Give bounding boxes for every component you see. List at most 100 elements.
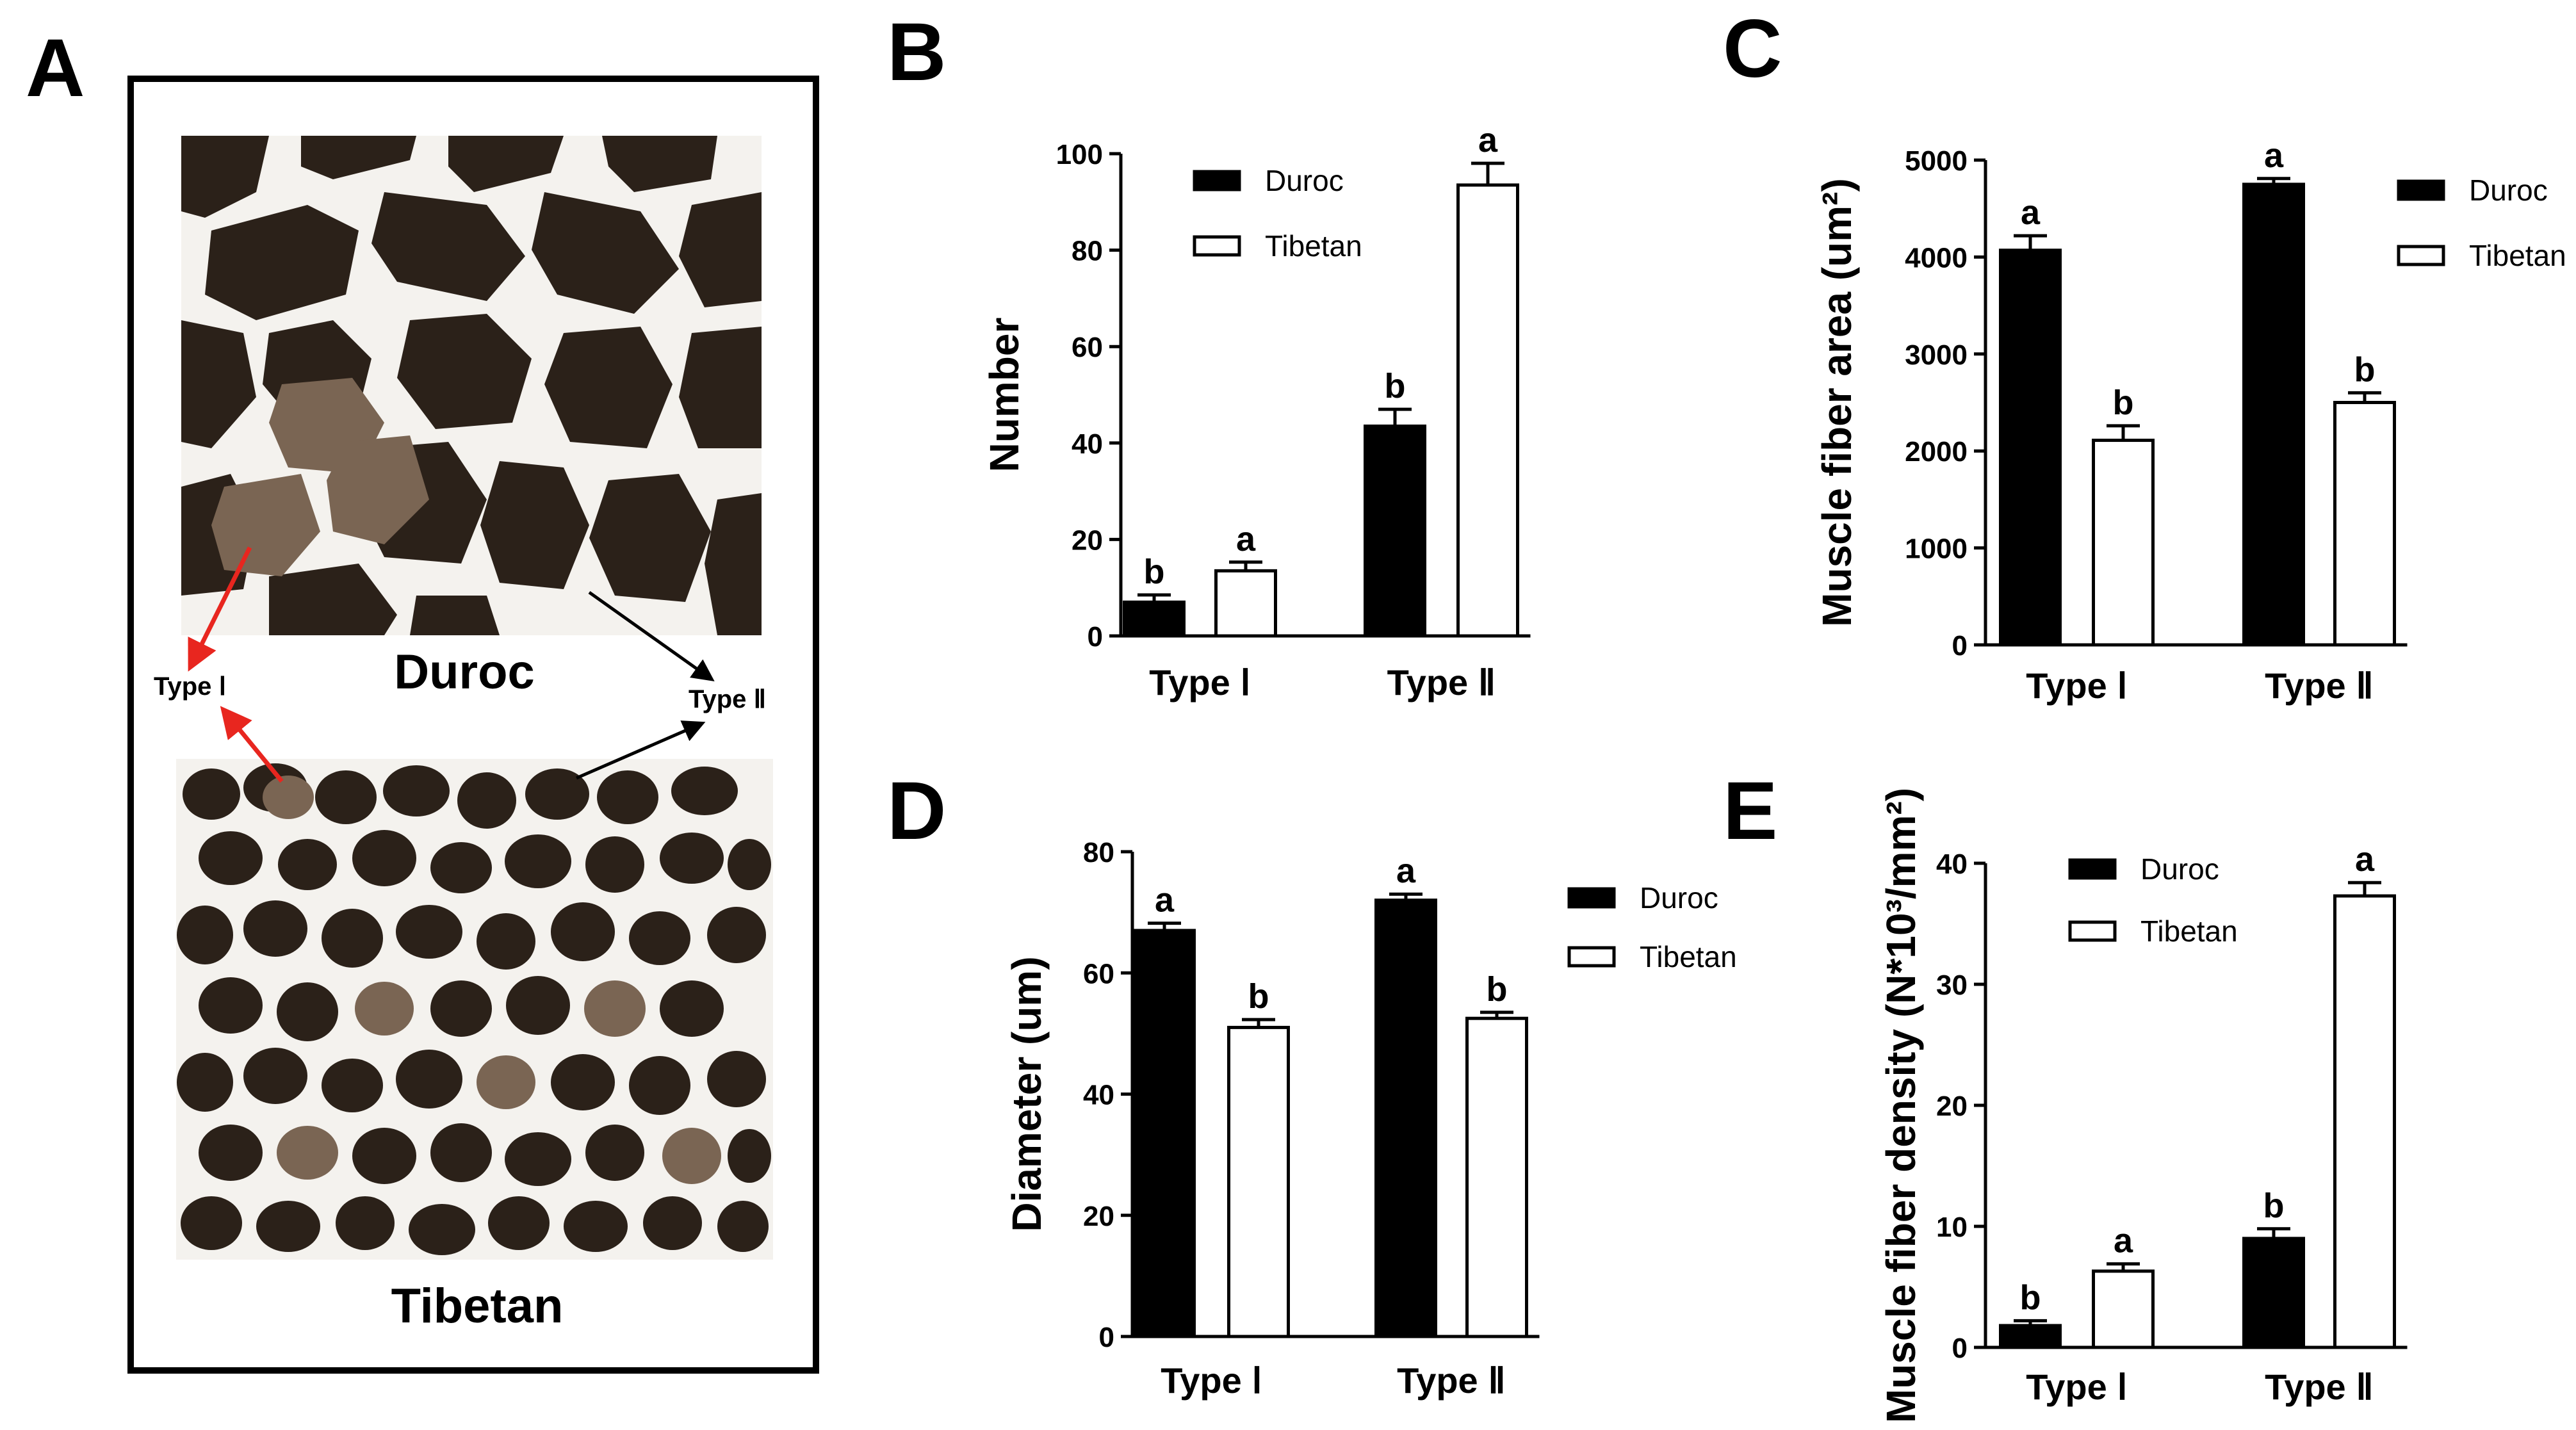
duroc-label: Duroc bbox=[394, 645, 535, 699]
panel-e-letter: E bbox=[1723, 765, 1777, 857]
chart-e-y-tick-label: 20 bbox=[1936, 1091, 1968, 1122]
chart-d-x-tick-label: Type Ⅱ bbox=[1397, 1360, 1506, 1401]
chart-d-x-tick-label: Type Ⅰ bbox=[1161, 1360, 1262, 1401]
chart-e-bar bbox=[2242, 1237, 2305, 1349]
chart-c-sig-label: a bbox=[2264, 136, 2284, 175]
chart-b-legend-swatch bbox=[1193, 235, 1241, 257]
chart-b-legend-label: Tibetan bbox=[1265, 229, 1362, 263]
chart-d-legend-label: Duroc bbox=[1640, 881, 1718, 914]
chart-e-sig-label: b bbox=[2263, 1187, 2285, 1225]
chart-e-sig-label: b bbox=[2020, 1278, 2041, 1317]
chart-c-y-tick-label: 0 bbox=[1952, 630, 1968, 662]
chart-b-x-tick-label: Type Ⅰ bbox=[1149, 662, 1251, 703]
type1-label: Type Ⅰ bbox=[154, 672, 226, 701]
chart-d-y-tick-label: 80 bbox=[1083, 837, 1114, 868]
chart-c-legend-swatch bbox=[2397, 179, 2445, 201]
chart-c-sig-label: b bbox=[2113, 384, 2134, 422]
chart-c-sig-label: b bbox=[2354, 350, 2376, 389]
chart-c-x-tick-label: Type Ⅱ bbox=[2265, 665, 2374, 706]
chart-c-sig-label: a bbox=[2021, 193, 2041, 232]
chart-d-y-tick-label: 0 bbox=[1099, 1322, 1114, 1353]
chart-e-x-tick-label: Type Ⅰ bbox=[2026, 1367, 2128, 1407]
chart-b-bar bbox=[1364, 424, 1426, 638]
chart-c-legend-label: Tibetan bbox=[2469, 239, 2566, 272]
chart-d: D 0 20 40 60 80 Diameter (um) a b Type Ⅰ a b Type Ⅱ D… bbox=[887, 765, 1737, 1401]
chart-b-y-tick-label: 60 bbox=[1072, 332, 1103, 363]
chart-e-legend-label: Tibetan bbox=[2140, 914, 2238, 948]
chart-d-bar bbox=[1465, 1016, 1528, 1338]
chart-b-y-tick-label: 0 bbox=[1088, 621, 1103, 653]
chart-b-legend-label: Duroc bbox=[1265, 164, 1344, 197]
chart-b-y-tick-label: 80 bbox=[1072, 236, 1103, 267]
panel-b-letter: B bbox=[887, 6, 946, 98]
chart-c-legend-label: Duroc bbox=[2469, 174, 2548, 207]
chart-b: B 0 20 40 60 80 100 Number b a Type Ⅰ b a Type Ⅱ Duroc… bbox=[887, 6, 1531, 703]
type1-arrow-bottom bbox=[220, 706, 284, 783]
chart-b-x-tick-label: Type Ⅱ bbox=[1387, 662, 1496, 703]
chart-b-legend-swatch bbox=[1193, 170, 1241, 191]
panel-c-letter: C bbox=[1723, 3, 1782, 95]
type2-label: Type Ⅱ bbox=[689, 685, 766, 713]
chart-c-bar bbox=[2242, 183, 2305, 647]
chart-d-bar bbox=[1133, 929, 1196, 1338]
chart-c-bar bbox=[2092, 439, 2155, 647]
chart-e-x-tick-label: Type Ⅱ bbox=[2265, 1367, 2374, 1407]
chart-c-x-tick-label: Type Ⅰ bbox=[2026, 665, 2128, 706]
chart-b-y-tick-label: 40 bbox=[1072, 428, 1103, 460]
chart-e-sig-label: a bbox=[2355, 840, 2375, 879]
chart-e-legend-swatch bbox=[2068, 858, 2117, 880]
chart-d-legend-label: Tibetan bbox=[1640, 940, 1737, 973]
chart-b-sig-label: b bbox=[1144, 553, 1165, 591]
chart-d-sig-label: b bbox=[1487, 970, 1508, 1009]
chart-b-y-axis-title: Number bbox=[981, 318, 1027, 473]
chart-e-y-tick-label: 40 bbox=[1936, 849, 1968, 880]
type2-arrow-top bbox=[588, 590, 715, 682]
panel-a-letter: A bbox=[26, 22, 85, 114]
chart-e-sig-label: a bbox=[2114, 1222, 2133, 1260]
chart-d-y-tick-label: 40 bbox=[1083, 1080, 1114, 1111]
type2-arrow-bottom bbox=[576, 720, 706, 780]
chart-c-y-axis-title: Muscle fiber area (um²) bbox=[1814, 178, 1860, 627]
chart-d-y-axis-title: Diameter (um) bbox=[1004, 956, 1050, 1231]
chart-c-bar bbox=[2333, 401, 2396, 647]
chart-c-y-tick-label: 5000 bbox=[1905, 145, 1968, 177]
chart-e-bar bbox=[2092, 1269, 2155, 1349]
chart-c-y-tick-label: 4000 bbox=[1905, 242, 1968, 273]
chart-e-bar bbox=[2333, 894, 2396, 1349]
tibetan-label: Tibetan bbox=[391, 1279, 564, 1333]
chart-d-legend-swatch bbox=[1567, 946, 1616, 968]
chart-e-bar bbox=[1999, 1324, 2062, 1349]
chart-e-y-tick-label: 0 bbox=[1952, 1333, 1968, 1364]
chart-d-bar bbox=[1227, 1025, 1290, 1338]
chart-b-bar bbox=[1214, 569, 1277, 638]
chart-e-y-tick-label: 30 bbox=[1936, 970, 1968, 1001]
chart-e-legend-swatch bbox=[2068, 920, 2117, 942]
chart-b-y-tick-label: 100 bbox=[1056, 139, 1103, 170]
chart-d-bar bbox=[1374, 898, 1437, 1338]
chart-b-sig-label: a bbox=[1478, 121, 1498, 159]
chart-c: C 0 1000 2000 3000 4000 5000 Muscle fiber area … bbox=[1723, 3, 2566, 706]
chart-d-legend-swatch bbox=[1567, 887, 1616, 909]
chart-c-y-tick-label: 1000 bbox=[1905, 533, 1968, 565]
chart-c-legend-swatch bbox=[2397, 245, 2445, 266]
chart-d-sig-label: a bbox=[1155, 881, 1175, 920]
chart-e-legend-label: Duroc bbox=[2140, 852, 2219, 886]
chart-e-y-tick-label: 10 bbox=[1936, 1212, 1968, 1243]
chart-b-y-tick-label: 20 bbox=[1072, 524, 1103, 556]
panel-a: A bbox=[26, 22, 819, 1374]
tibetan-micrograph bbox=[176, 759, 773, 1260]
chart-d-sig-label: a bbox=[1396, 852, 1416, 890]
chart-c-y-tick-label: 2000 bbox=[1905, 436, 1968, 467]
chart-e-y-axis-title: Muscle fiber density (N*10³/mm²) bbox=[1878, 788, 1924, 1423]
type1-arrow-top bbox=[188, 546, 252, 672]
chart-c-y-tick-label: 3000 bbox=[1905, 339, 1968, 371]
duroc-micrograph bbox=[181, 136, 762, 635]
chart-b-bar bbox=[1456, 183, 1519, 638]
chart-c-bar bbox=[1999, 248, 2062, 647]
chart-e: E 0 10 20 30 40 Muscle fiber density (N*10³/mm… bbox=[1723, 765, 2408, 1423]
chart-d-y-tick-label: 60 bbox=[1083, 958, 1114, 989]
chart-d-sig-label: b bbox=[1248, 977, 1269, 1016]
chart-b-sig-label: a bbox=[1236, 520, 1256, 558]
chart-b-sig-label: b bbox=[1385, 367, 1406, 405]
